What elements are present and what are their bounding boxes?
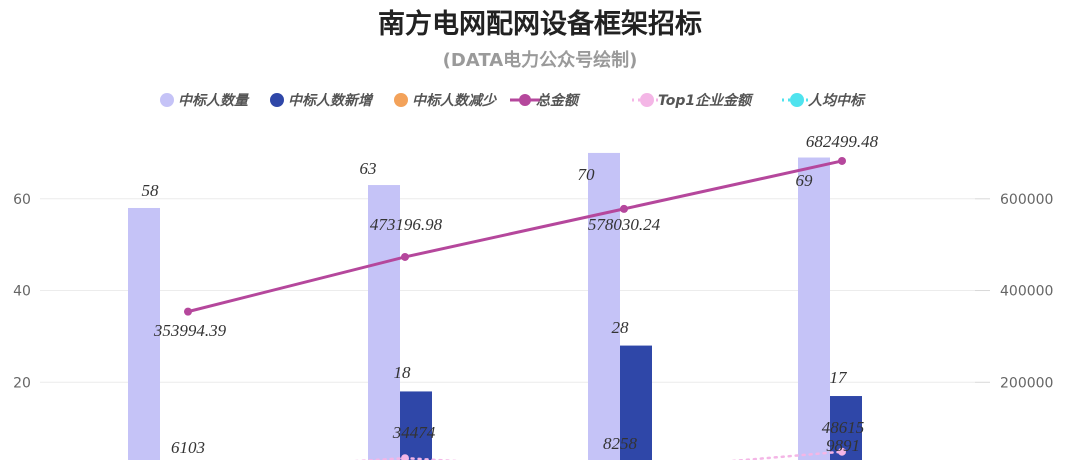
bar-label-s1-c2: 28 bbox=[612, 318, 630, 337]
data-labels: 58 63 70 69 18 28 17 353994.39 473196.98 578030.2… bbox=[142, 132, 879, 457]
line-label-l1-1: 34474 bbox=[392, 423, 436, 442]
line-label-l0-1: 473196.98 bbox=[370, 215, 443, 234]
y-left-tick-0: 20 bbox=[13, 375, 31, 391]
chart-subtitle: (DATA电力公众号绘制) bbox=[442, 50, 638, 71]
y-right-tick-1: 400000 bbox=[1000, 284, 1053, 300]
line-label-l0-2: 578030.24 bbox=[588, 215, 661, 234]
legend: 中标人数量 中标人数新增 中标人数减少 总金额 Top1企业金额 人均中标 bbox=[160, 92, 866, 109]
legend-marker-4 bbox=[640, 93, 654, 107]
legend-label-1: 中标人数新增 bbox=[288, 92, 374, 109]
bar-label-s0-c0: 58 bbox=[142, 181, 160, 200]
bar-label-s0-c3: 69 bbox=[796, 171, 814, 190]
bar-label-s0-c1: 63 bbox=[360, 159, 377, 178]
legend-marker-2 bbox=[394, 93, 408, 107]
line-label-l0-3: 682499.48 bbox=[806, 132, 879, 151]
legend-label-4: Top1企业金额 bbox=[658, 92, 754, 109]
legend-marker-0 bbox=[160, 93, 174, 107]
legend-marker-5 bbox=[790, 93, 804, 107]
bar-s0-c0 bbox=[128, 207, 160, 460]
bar-label-s1-c1: 18 bbox=[394, 363, 412, 382]
point-l0-3 bbox=[838, 156, 846, 165]
bar-s1-c1 bbox=[400, 391, 432, 460]
legend-label-3: 总金额 bbox=[536, 92, 581, 109]
point-l1-1 bbox=[401, 454, 409, 460]
bar-label-s1-c3: 17 bbox=[830, 368, 849, 387]
legend-label-5: 人均中标 bbox=[808, 92, 866, 109]
point-l0-0 bbox=[184, 307, 192, 316]
line-label-l1-3: 48615 bbox=[822, 418, 865, 437]
line-label-l0-0: 353994.39 bbox=[153, 321, 227, 340]
point-l0-2 bbox=[620, 204, 628, 213]
line-label-l1-0: 6103 bbox=[171, 438, 205, 457]
line-1 bbox=[353, 450, 844, 460]
y-right-tick-2: 600000 bbox=[1000, 192, 1053, 208]
line-marks bbox=[184, 156, 846, 460]
y-left-tick-1: 40 bbox=[13, 284, 31, 300]
line-label-l2-3: 9891 bbox=[826, 436, 860, 455]
legend-marker-3 bbox=[519, 94, 531, 106]
point-l1-3 bbox=[838, 447, 846, 456]
y-right-tick-0: 200000 bbox=[1000, 375, 1053, 391]
line-0 bbox=[186, 159, 844, 314]
point-l0-1 bbox=[401, 252, 409, 261]
bar-s0-c3 bbox=[798, 157, 830, 460]
grid-lines bbox=[40, 198, 975, 383]
legend-label-2: 中标人数减少 bbox=[412, 92, 497, 109]
bar-s1-c2 bbox=[620, 345, 652, 460]
y-left-tick-2: 60 bbox=[13, 192, 31, 208]
legend-label-0: 中标人数量 bbox=[178, 92, 250, 109]
chart-title: 南方电网配网设备框架招标 bbox=[378, 9, 702, 40]
line-label-l1-2: 8258 bbox=[603, 434, 638, 453]
bar-s1-c3 bbox=[830, 396, 862, 460]
legend-marker-1 bbox=[270, 93, 284, 107]
bar-marks bbox=[128, 152, 862, 460]
y-axes: 20 40 60 200000 400000 600000 bbox=[13, 192, 1053, 391]
bar-s0-c2 bbox=[588, 152, 620, 460]
bar-s0-c1 bbox=[368, 185, 400, 460]
bar-label-s0-c2: 70 bbox=[578, 165, 596, 184]
